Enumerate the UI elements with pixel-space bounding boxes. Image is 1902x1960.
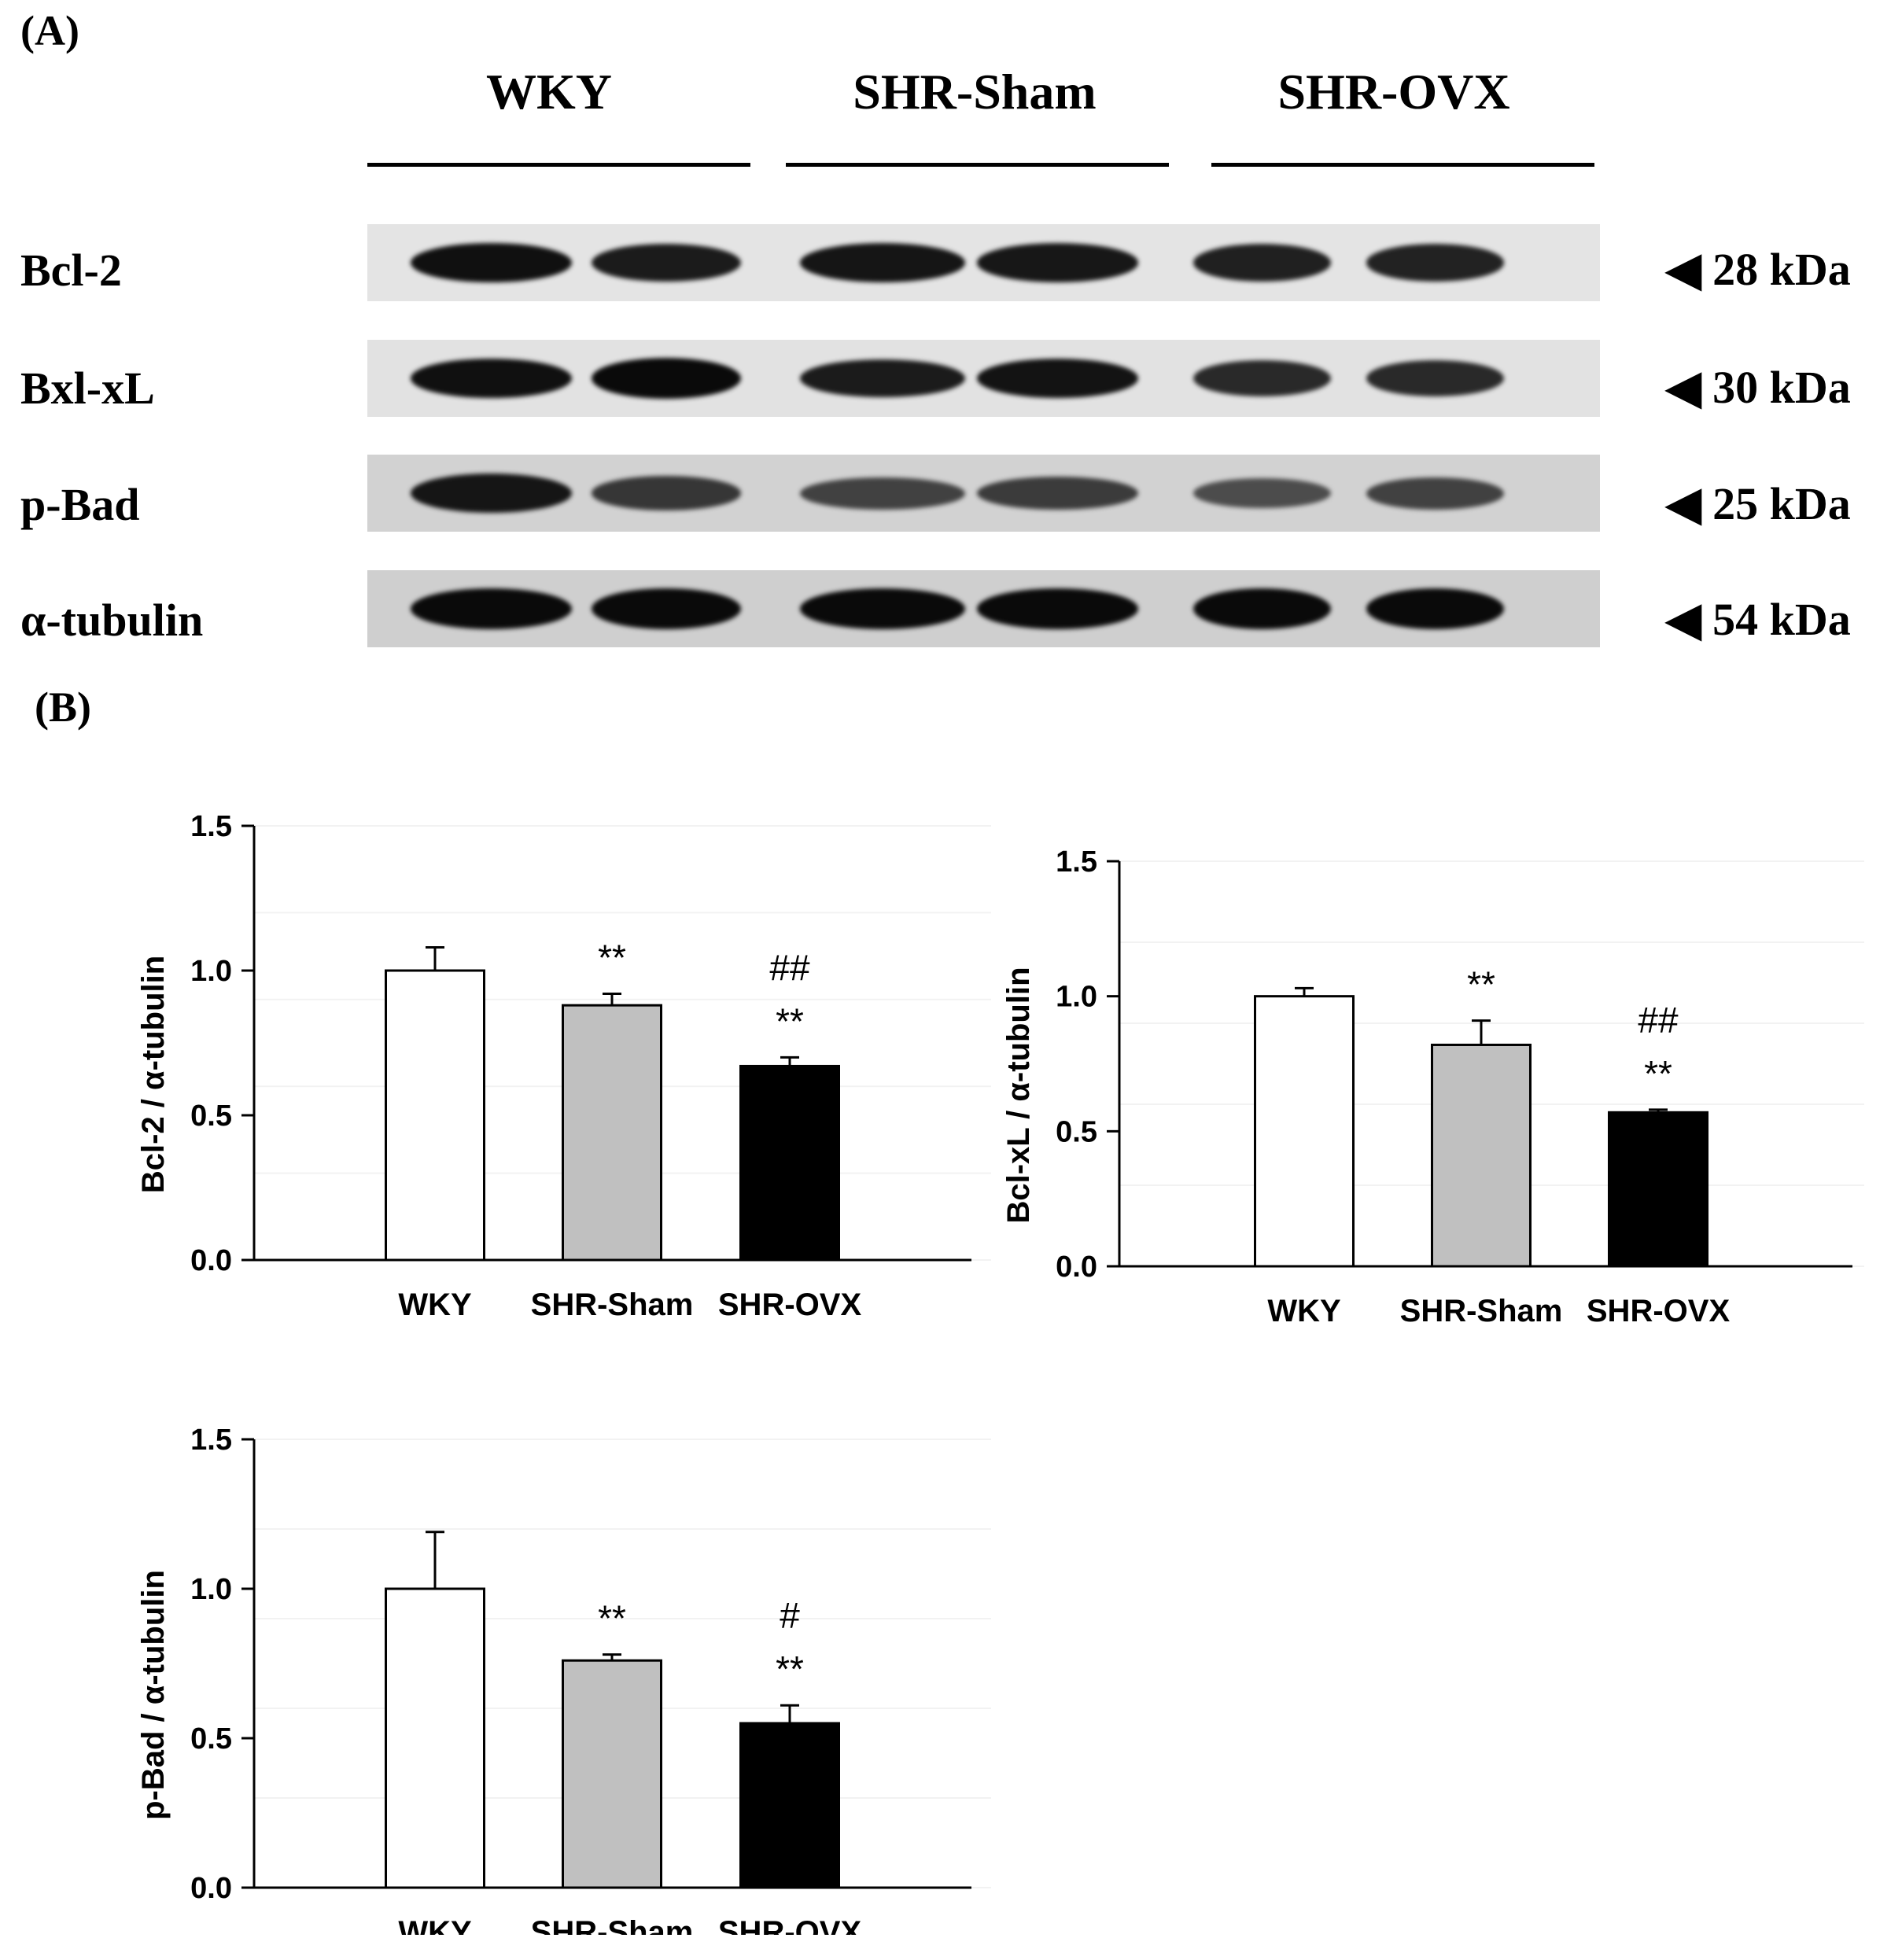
y-axis-label: Bcl-xL / α-tubulin (1001, 967, 1036, 1223)
blot-band (1193, 588, 1331, 629)
bar (1254, 995, 1355, 1268)
blot-strip-bxl-xl (367, 340, 1600, 417)
blot-band (800, 477, 965, 510)
y-tick-label: 0.5 (1056, 1115, 1097, 1148)
y-tick-label: 1.0 (190, 1573, 232, 1606)
bar (562, 1659, 662, 1889)
blot-band (592, 476, 741, 510)
blot-band (800, 359, 965, 398)
panel-b-label: (B) (35, 683, 91, 731)
bar (739, 1722, 840, 1889)
y-tick-label: 1.5 (190, 1424, 232, 1457)
group-line-wky (367, 163, 750, 167)
protein-label-p-bad: p-Bad (20, 479, 140, 530)
y-axis-label: p-Bad / α-tubulin (136, 1570, 171, 1820)
blot-band (977, 243, 1138, 282)
x-tick-label: SHR-OVX (718, 1288, 862, 1322)
protein-label-alpha-tubulin: α-tubulin (20, 595, 204, 646)
significance-label: # (780, 1595, 800, 1636)
blot-band (411, 588, 572, 629)
bar (1431, 1043, 1532, 1268)
blot-band (1193, 244, 1331, 282)
blot-band (800, 243, 965, 282)
blot-strip-p-bad (367, 455, 1600, 532)
x-tick-label: SHR-OVX (1587, 1294, 1731, 1328)
blot-band (592, 243, 741, 282)
panel-a-label: (A) (20, 7, 79, 54)
blot-band (411, 358, 572, 399)
blot-band (1366, 244, 1504, 282)
blot-band (411, 242, 572, 283)
y-tick-label: 1.5 (1056, 846, 1097, 879)
x-tick-label: WKY (1267, 1294, 1341, 1328)
blot-strip-alpha-tubulin (367, 570, 1600, 647)
y-tick-label: 0.5 (190, 1722, 232, 1756)
y-tick-label: 1.5 (190, 810, 232, 843)
blot-band (1193, 477, 1331, 509)
blot-band (977, 588, 1138, 629)
significance-label: ## (1638, 1000, 1679, 1041)
significance-label: ** (1467, 964, 1495, 1005)
chart-bcl-xl: 0.0 0.5 1.0 1.5 Bcl-xL / α-tubulin WKY ** SHR-S… (1001, 846, 1864, 1328)
significance-label: ** (598, 937, 626, 978)
bar (562, 1004, 662, 1262)
group-line-shr-sham (786, 163, 1169, 167)
y-tick-label: 1.0 (190, 955, 232, 988)
y-tick-label: 0.0 (190, 1872, 232, 1905)
y-tick-label: 0.0 (190, 1244, 232, 1277)
group-label-shr-sham: SHR-Sham (853, 64, 1097, 120)
chart-p-bad: 0.0 0.5 1.0 1.5 p-Bad / α-tubulin WKY ** SHR-Sh… (136, 1424, 991, 1935)
blot-band (592, 358, 741, 399)
blot-band (800, 588, 965, 629)
mw-label-25kda: ◀ 25 kDa (1666, 478, 1851, 529)
blot-band (977, 358, 1138, 399)
mw-label-54kda: ◀ 54 kDa (1666, 594, 1851, 645)
y-tick-label: 1.0 (1056, 981, 1097, 1014)
significance-label: ** (776, 1649, 804, 1689)
group-label-wky: WKY (486, 64, 612, 120)
protein-label-bxl-xl: Bxl-xL (20, 363, 155, 414)
blot-band (1366, 360, 1504, 396)
x-tick-label: WKY (398, 1288, 472, 1322)
bar (385, 1587, 485, 1889)
mw-label-30kda: ◀ 30 kDa (1666, 362, 1851, 413)
blot-band (1193, 360, 1331, 396)
y-tick-label: 0.5 (190, 1100, 232, 1133)
blot-band (977, 476, 1138, 510)
blot-band (1366, 588, 1504, 629)
blot-strip-bcl2 (367, 224, 1600, 301)
arrow-left-icon: ◀ (1666, 362, 1701, 413)
x-tick-label: WKY (398, 1915, 472, 1935)
group-line-shr-ovx (1211, 163, 1594, 167)
group-label-shr-ovx: SHR-OVX (1277, 64, 1510, 120)
x-tick-label: SHR-Sham (1400, 1294, 1563, 1328)
x-tick-label: SHR-Sham (531, 1288, 694, 1322)
y-tick-label: 0.0 (1056, 1251, 1097, 1284)
blot-band (1366, 477, 1504, 510)
x-tick-label: SHR-OVX (718, 1915, 862, 1935)
significance-label: ** (776, 1000, 804, 1041)
blot-band (411, 473, 572, 513)
significance-label: ** (1644, 1053, 1672, 1094)
blot-band (592, 588, 741, 629)
mw-label-28kda: ◀ 28 kDa (1666, 244, 1851, 295)
significance-label: ** (598, 1598, 626, 1639)
significance-label: ## (769, 947, 810, 988)
bar (385, 969, 485, 1262)
x-tick-label: SHR-Sham (531, 1915, 694, 1935)
arrow-left-icon: ◀ (1666, 244, 1701, 295)
chart-bcl2: 0.0 0.5 1.0 1.5 Bcl-2 / α-tubulin WKY ** SHR-Sh… (136, 810, 991, 1322)
protein-label-bcl2: Bcl-2 (20, 245, 122, 296)
arrow-left-icon: ◀ (1666, 594, 1701, 645)
bar (1608, 1111, 1708, 1268)
y-axis-label: Bcl-2 / α-tubulin (136, 956, 171, 1193)
bar (739, 1064, 840, 1262)
arrow-left-icon: ◀ (1666, 478, 1701, 529)
